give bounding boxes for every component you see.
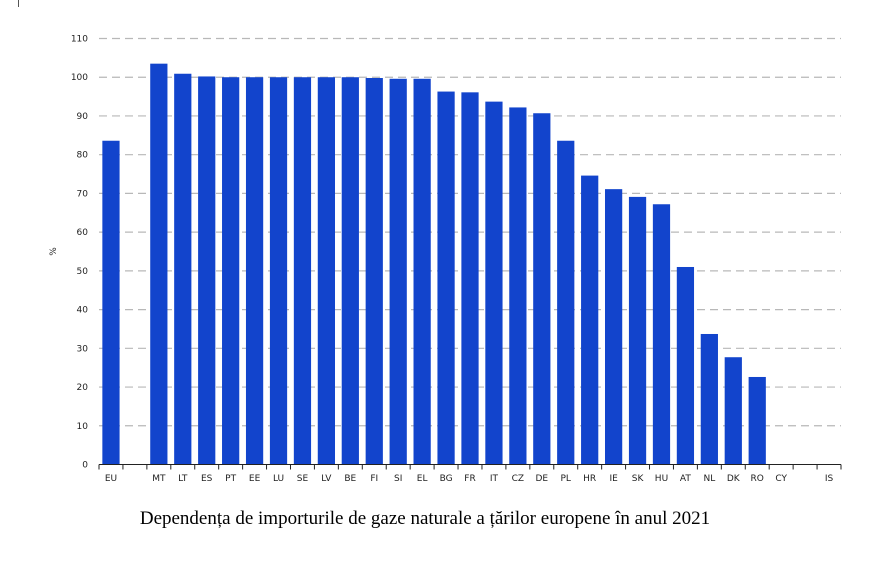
- bar-cz: [509, 107, 527, 465]
- y-tick-label: 90: [77, 112, 89, 122]
- x-tick-label: IT: [490, 474, 499, 484]
- bar-be: [341, 77, 359, 465]
- x-tick-label: FR: [464, 474, 475, 484]
- x-tick-label: DK: [727, 474, 741, 484]
- x-tick-label: NL: [703, 474, 715, 484]
- bar-pl: [557, 140, 575, 465]
- x-tick-label: MT: [152, 474, 166, 484]
- bar-el: [413, 78, 431, 465]
- y-tick-label: 20: [77, 383, 89, 393]
- x-tick-label: CZ: [512, 474, 524, 484]
- bar-chart: 0 10 20 30 40 50 60 70 80 90 100 110% EU MT LT ES PT EE LU…: [49, 35, 842, 484]
- bar-sk: [628, 196, 647, 465]
- x-tick-label: IS: [825, 474, 834, 484]
- bar-si: [389, 78, 407, 465]
- x-tick-label: HR: [583, 474, 596, 484]
- bar-ro: [748, 376, 766, 465]
- x-tick-label: BE: [344, 474, 356, 484]
- corner-mark: [18, 0, 19, 7]
- bar-lt: [174, 73, 192, 465]
- x-tick-label: SK: [632, 474, 645, 484]
- y-tick-label: 30: [77, 344, 89, 354]
- bar-ie: [604, 189, 623, 465]
- bar-se: [293, 77, 312, 465]
- y-tick-label: 80: [77, 151, 89, 161]
- y-tick-label: 60: [77, 228, 89, 238]
- bar-de: [533, 113, 551, 465]
- x-tick-label: BG: [440, 474, 453, 484]
- bar-at: [676, 266, 695, 465]
- y-tick-label: 70: [77, 189, 89, 199]
- bar-nl: [700, 333, 718, 465]
- bar-mt: [150, 63, 168, 465]
- bar-fi: [365, 78, 383, 465]
- y-tick-label: 100: [71, 73, 88, 83]
- y-tick-label: 50: [77, 267, 89, 277]
- y-tick-label: 110: [71, 35, 88, 45]
- x-tick-label: FI: [370, 474, 378, 484]
- bar-pt: [222, 77, 240, 465]
- x-tick-label: LU: [273, 474, 284, 484]
- x-tick-label: CY: [775, 474, 787, 484]
- bar-eu: [102, 140, 120, 465]
- bar-es: [198, 76, 216, 465]
- x-tick-label: EU: [105, 474, 117, 484]
- x-tick-label: ES: [201, 474, 213, 484]
- y-tick-label: 0: [82, 461, 88, 471]
- x-tick-label: SI: [394, 474, 402, 484]
- chart-caption: Dependența de importurile de gaze natura…: [139, 508, 711, 529]
- bar-fr: [461, 92, 479, 465]
- y-tick-label: 40: [77, 306, 89, 316]
- bar-lu: [269, 77, 288, 465]
- x-tick-label: AT: [680, 474, 691, 484]
- x-tick-label: HU: [655, 474, 668, 484]
- x-tick-label: LT: [178, 474, 188, 484]
- bar-ee: [245, 77, 264, 465]
- bar-bg: [437, 91, 455, 465]
- x-tick-label: EE: [249, 474, 261, 484]
- x-tick-label: PT: [225, 474, 236, 484]
- y-tick-label: 10: [77, 422, 89, 432]
- x-tick-label: PL: [561, 474, 571, 484]
- x-tick-label: SE: [297, 474, 309, 484]
- bar-hu: [652, 204, 671, 465]
- bar-dk: [724, 357, 742, 465]
- x-tick-label: EL: [417, 474, 428, 484]
- x-tick-label: DE: [535, 474, 548, 484]
- x-tick-label: IE: [609, 474, 618, 484]
- x-tick-label: RO: [751, 474, 764, 484]
- bar-lv: [317, 77, 336, 465]
- y-axis-label: %: [49, 247, 59, 256]
- x-tick-label: LV: [321, 474, 332, 484]
- bar-it: [485, 101, 503, 465]
- bar-hr: [581, 175, 599, 465]
